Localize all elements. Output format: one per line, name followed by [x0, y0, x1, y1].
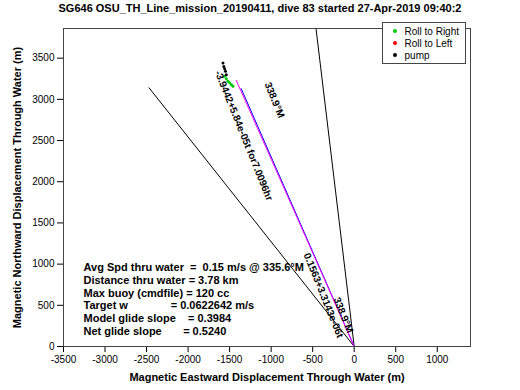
svg-text:338.9°M: 338.9°M	[263, 81, 287, 120]
svg-text:1000: 1000	[32, 258, 55, 269]
svg-text:0: 0	[49, 341, 55, 352]
svg-text:-1500: -1500	[217, 354, 243, 365]
svg-text:-2500: -2500	[134, 354, 160, 365]
svg-text:0.1563+3.3143e-06t: 0.1563+3.3143e-06t	[301, 251, 346, 340]
html-text:pump: pump	[404, 49, 430, 61]
svg-text:-1000: -1000	[258, 354, 284, 365]
svg-text:1500: 1500	[32, 217, 55, 228]
html-text:Roll to Left: Roll to Left	[404, 37, 453, 49]
svg-text:1000: 1000	[426, 354, 449, 365]
svg-text:Magnetic Eastward Displacement: Magnetic Eastward Displacement Through W…	[129, 371, 405, 383]
svg-text:-500: -500	[303, 354, 323, 365]
svg-text:Magnetic Northward Displacemen: Magnetic Northward Displacement Through …	[11, 46, 23, 328]
svg-text:-3.9442+5.84e-05t for7.0096hr: -3.9442+5.84e-05t for7.0096hr	[212, 68, 276, 203]
svg-text:500: 500	[387, 354, 404, 365]
svg-text:Avg Spd thru water = 0.15 m/: Avg Spd thru water = 0.15 m/s @ 335.6°MD…	[84, 261, 304, 336]
svg-text:500: 500	[38, 300, 55, 311]
svg-text:-3500: -3500	[51, 354, 77, 365]
svg-text:0: 0	[351, 354, 357, 365]
svg-text:3500: 3500	[32, 52, 55, 63]
svg-text:-3000: -3000	[92, 354, 118, 365]
svg-text:338.9°M: 338.9°M	[332, 296, 356, 335]
html-text:SG646 OSU_TH_Line_mission_2019: SG646 OSU_TH_Line_mission_20190411, dive…	[58, 2, 462, 14]
svg-text:3000: 3000	[32, 94, 55, 105]
svg-text:2500: 2500	[32, 135, 55, 146]
html-text:Roll to Right: Roll to Right	[404, 25, 459, 37]
svg-text:2000: 2000	[32, 176, 55, 187]
svg-text:-2000: -2000	[175, 354, 201, 365]
